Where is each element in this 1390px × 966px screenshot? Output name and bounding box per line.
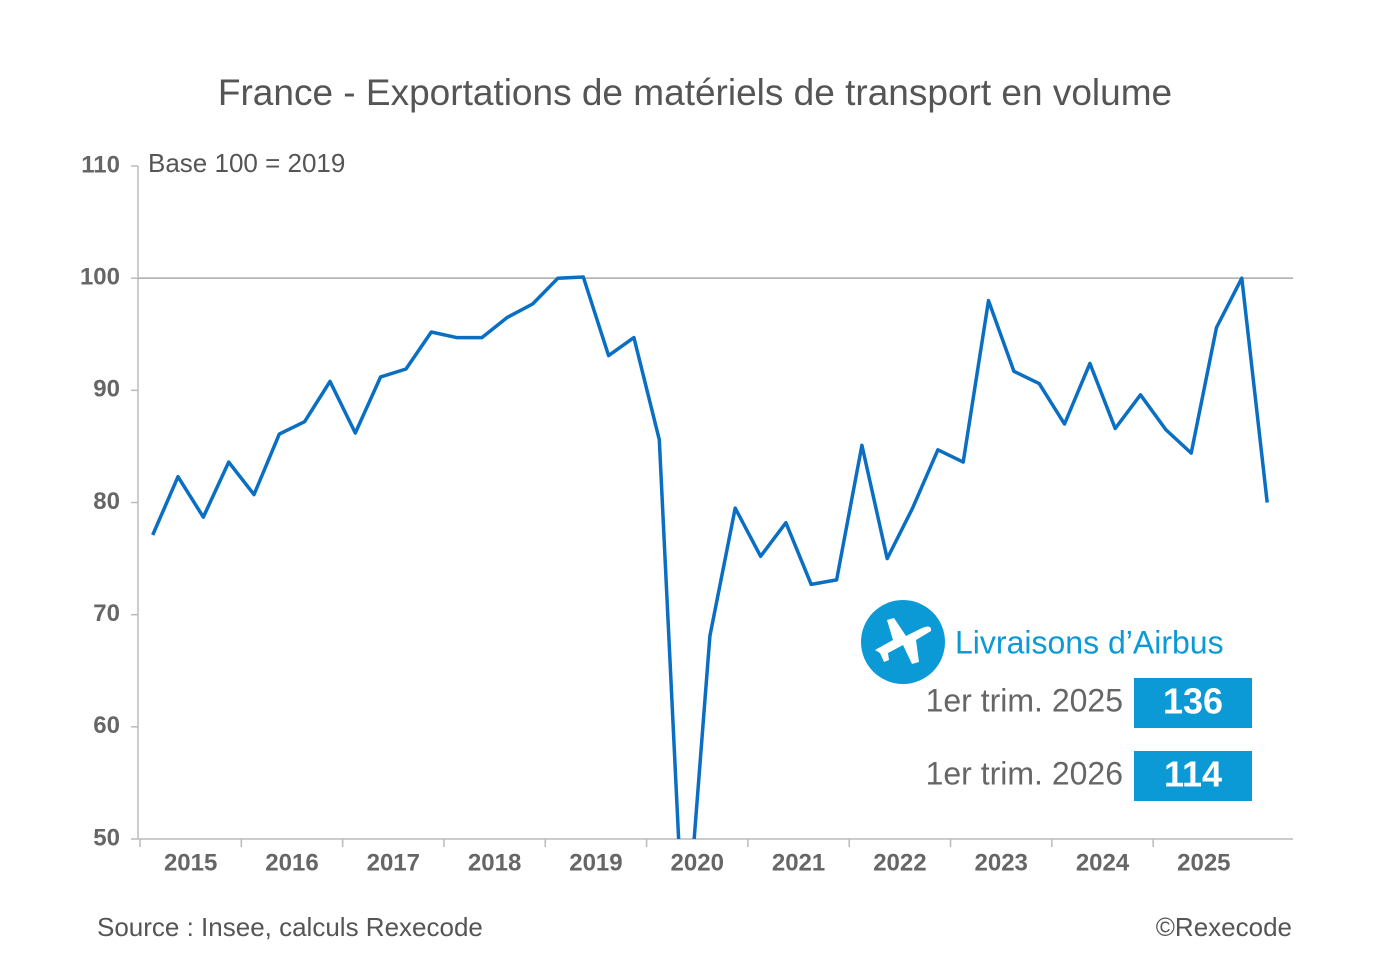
credit: ©Rexecode (1156, 912, 1292, 942)
x-tick-label: 2020 (671, 849, 724, 876)
inset-title: Livraisons d’Airbus (955, 624, 1224, 660)
x-tick-label: 2017 (367, 849, 420, 876)
inset-value-box (1134, 751, 1252, 801)
inset-value: 114 (1164, 754, 1222, 795)
source: Source : Insee, calculs Rexecode (97, 912, 483, 942)
plane-icon (875, 618, 932, 664)
x-tick-label: 2022 (873, 849, 926, 876)
y-tick-label: 90 (93, 376, 120, 403)
y-tick-label: 80 (93, 488, 120, 515)
inset-row-label: 1er trim. 2026 (926, 755, 1123, 791)
x-tick-label: 2024 (1076, 849, 1130, 876)
y-tick-label: 100 (80, 264, 120, 291)
x-tick-label: 2019 (569, 849, 622, 876)
inset-value-box (1134, 678, 1252, 728)
y-tick-label: 70 (93, 600, 120, 627)
y-tick-label: 60 (93, 712, 120, 739)
y-tick-label: 50 (93, 824, 120, 851)
x-tick-label: 2018 (468, 849, 521, 876)
inset-row-label: 1er trim. 2025 (926, 682, 1123, 718)
data-line (151, 275, 1269, 839)
x-tick-label: 2021 (772, 849, 825, 876)
airbus-inset: Livraisons d’Airbus 1er trim. 2025 136 1er … (861, 600, 1252, 801)
x-tick-label: 2016 (265, 849, 318, 876)
chart-title: France - Exportations de matériels de tr… (218, 72, 1172, 113)
inset-value: 136 (1163, 681, 1223, 722)
subtitle: Base 100 = 2019 (148, 148, 345, 178)
x-tick-label: 2025 (1177, 849, 1230, 876)
x-tick-label: 2015 (164, 849, 217, 876)
x-tick-label: 2023 (975, 849, 1028, 876)
y-tick-label: 110 (81, 151, 120, 178)
